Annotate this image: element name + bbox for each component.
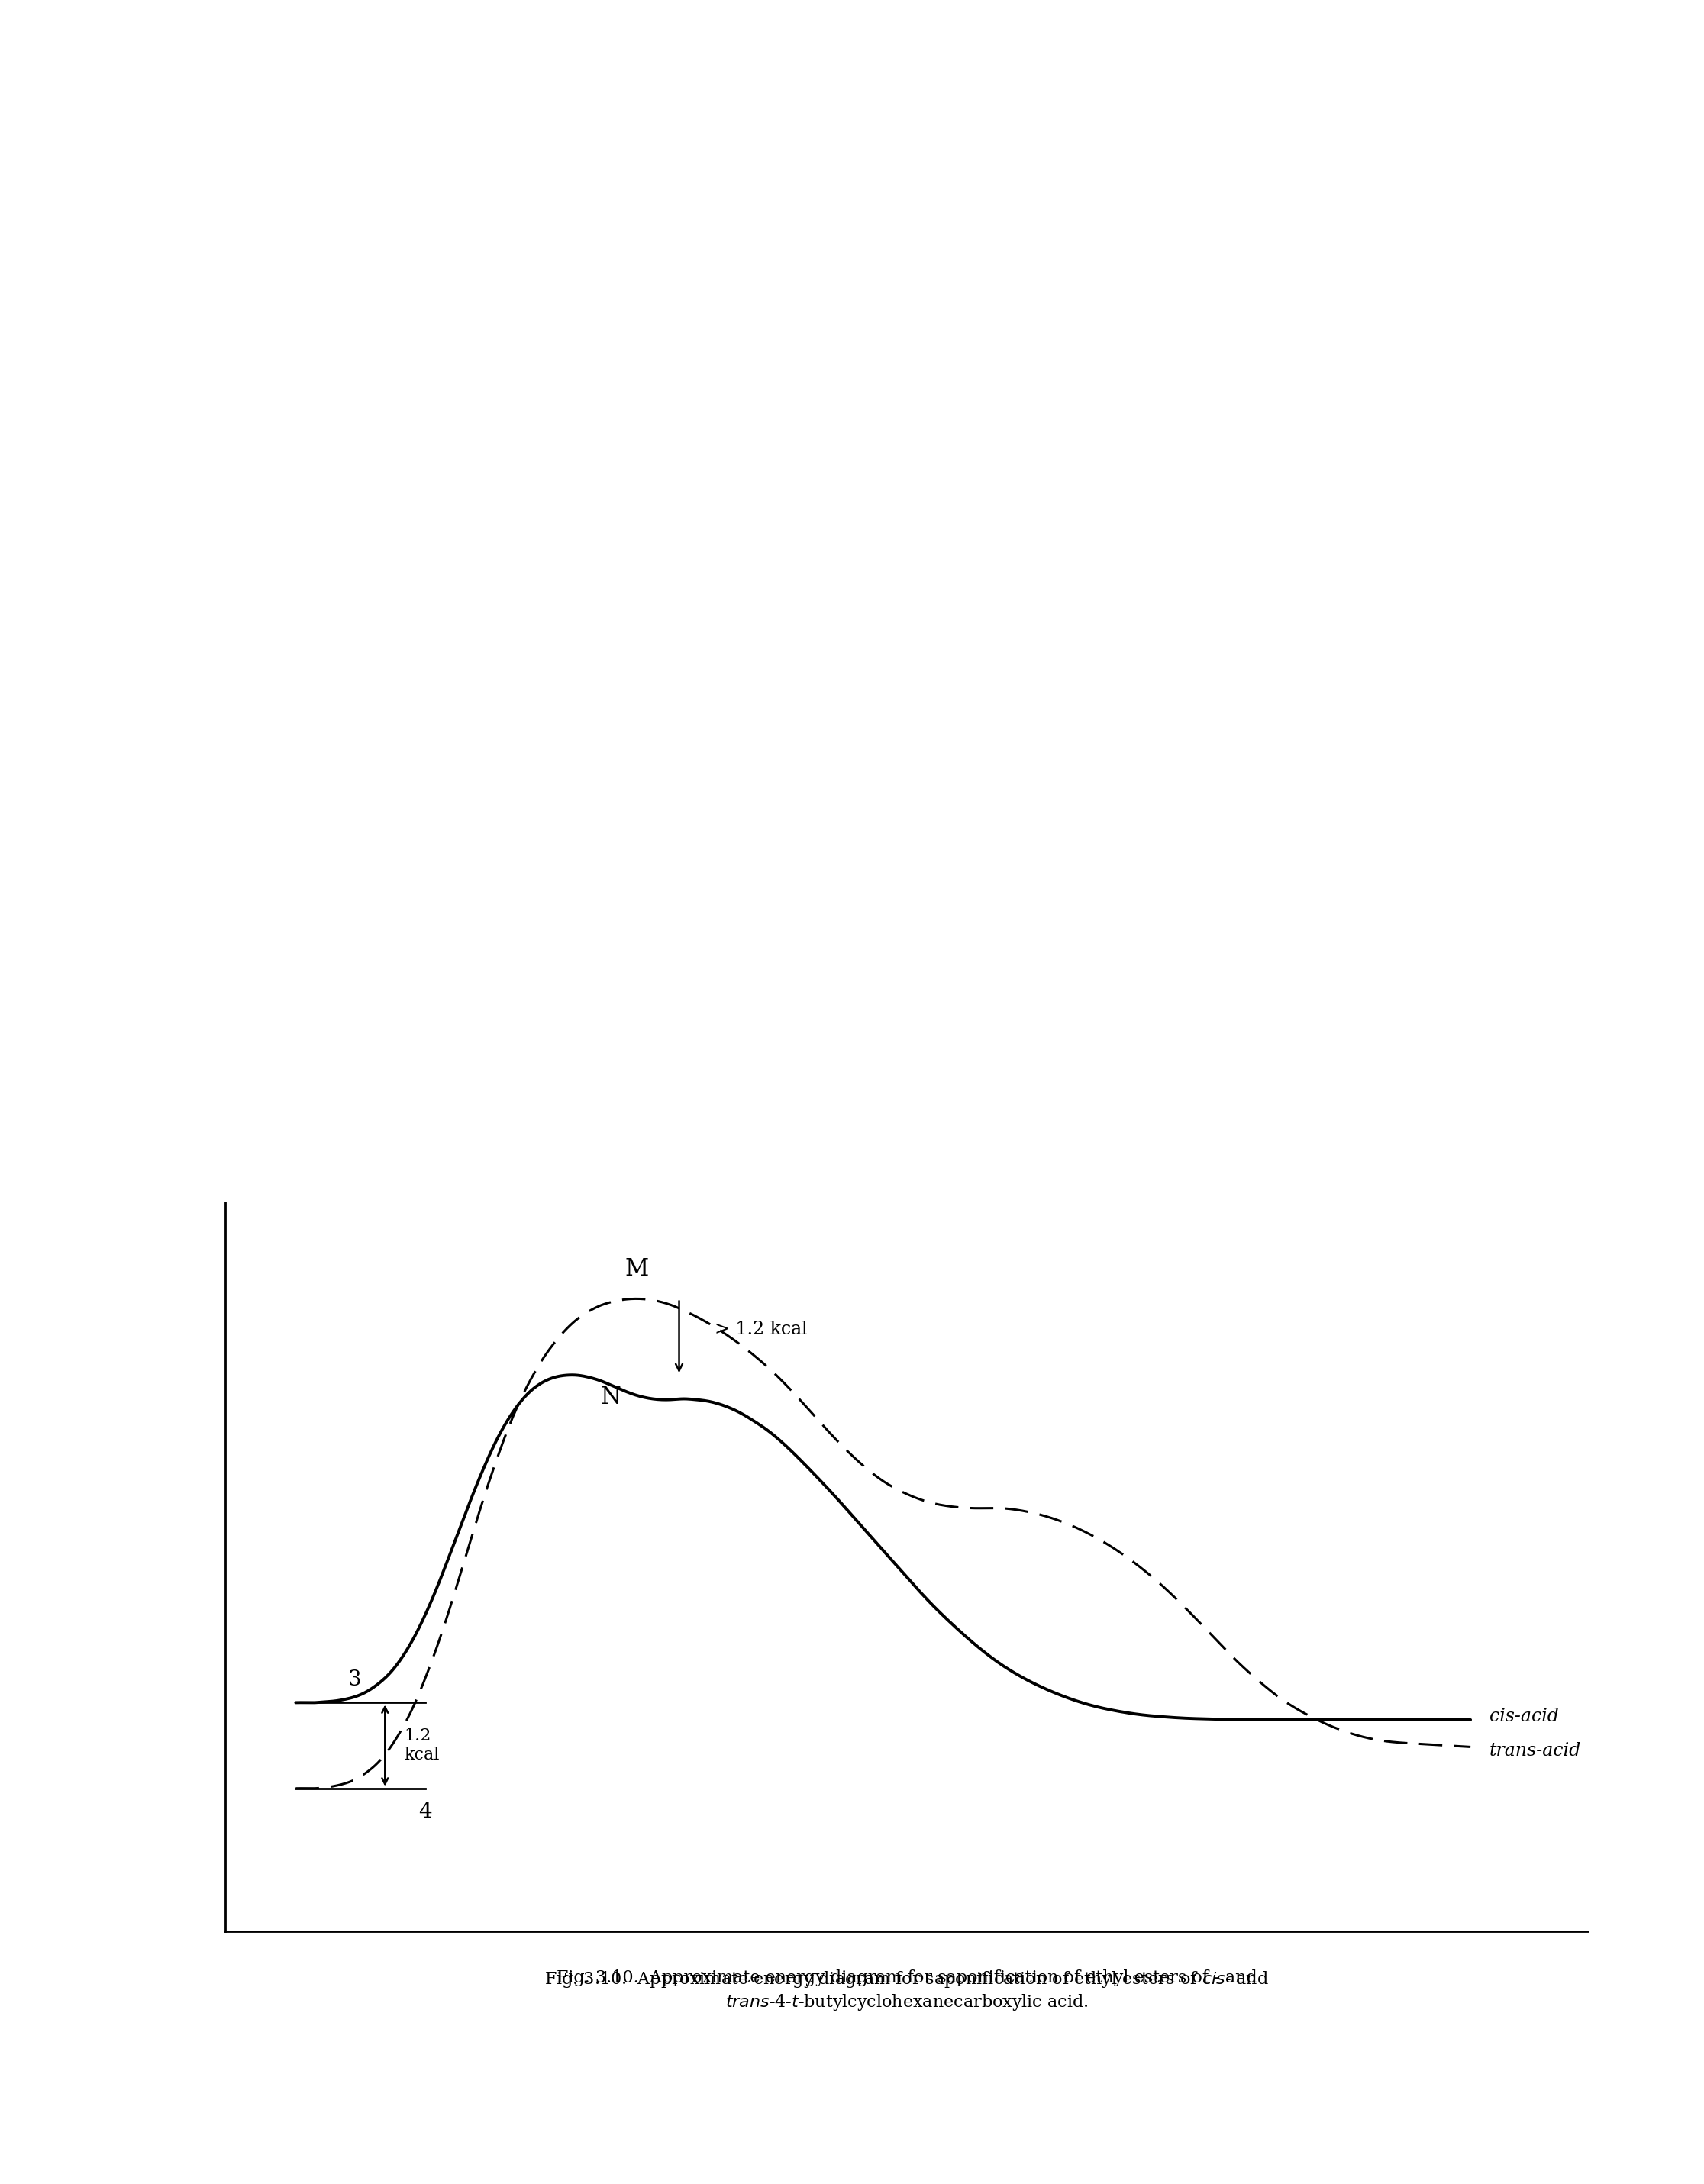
Text: > 1.2 kcal: > 1.2 kcal (714, 1321, 808, 1339)
Text: trans-acid: trans-acid (1489, 1741, 1581, 1760)
Text: Fig. 3.10.  Approximate energy diagram for saponification of ethyl esters of $\m: Fig. 3.10. Approximate energy diagram fo… (544, 1970, 1269, 2011)
Text: Fig. 3.10.  Approximate energy diagram for saponification of ethyl esters of ⁣⁣⁣: Fig. 3.10. Approximate energy diagram fo… (556, 1970, 1258, 1985)
Text: 3: 3 (348, 1669, 361, 1690)
Text: cis-acid: cis-acid (1489, 1708, 1559, 1725)
Text: M: M (625, 1258, 649, 1282)
Text: 1.2
kcal: 1.2 kcal (404, 1728, 440, 1765)
Text: 4: 4 (417, 1802, 431, 1821)
Text: N: N (600, 1385, 620, 1409)
